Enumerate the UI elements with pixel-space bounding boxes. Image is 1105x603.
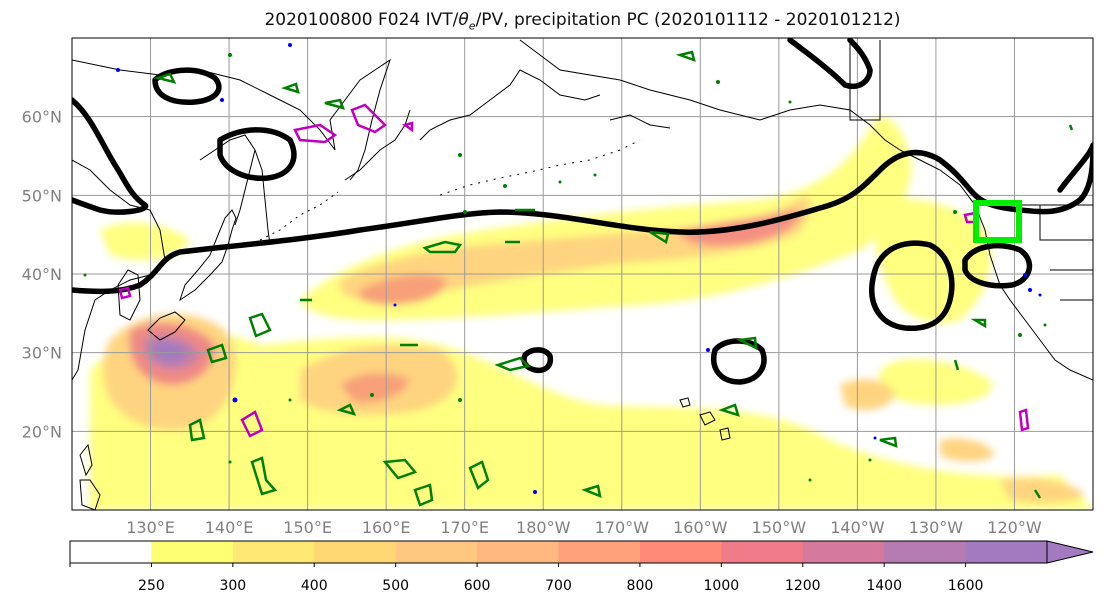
longitude-label: 140°W — [830, 518, 885, 537]
region-highlight-box — [973, 200, 1022, 243]
longitude-label: 120°W — [987, 518, 1042, 537]
longitude-label: 160°W — [673, 518, 728, 537]
title-suffix: /PV, precipitation PC (2020101112 - 2020… — [475, 10, 901, 30]
colorbar-segment — [639, 541, 722, 563]
map-frame — [71, 37, 1094, 511]
longitude-label: 140°E — [205, 518, 254, 537]
colorbar-label: 300 — [219, 578, 246, 594]
theta-e-dots — [83, 53, 1047, 482]
colorbar-label: 1600 — [948, 578, 984, 594]
figure-title: 2020100800 F024 IVT/θe/PV, precipitation… — [0, 10, 1105, 32]
colorbar-segment — [558, 541, 641, 563]
colorbar: 250 300 400 500 600 700 800 1000 1200 1400 1600 — [69, 540, 1094, 594]
colorbar-segment — [884, 541, 967, 563]
colorbar-segment — [802, 541, 885, 563]
longitude-label: 150°E — [283, 518, 332, 537]
theta-e-contours — [153, 50, 1074, 507]
longitude-labels: 130°E 140°E 150°E 160°E 170°E 180°W 170°W 160°W… — [126, 518, 1042, 537]
longitude-label: 130°W — [909, 518, 964, 537]
latitude-labels: 60°N 50°N 40°N 30°N 20°N — [22, 108, 62, 442]
colorbar-label: 1000 — [704, 578, 740, 594]
longitude-label: 130°E — [126, 518, 175, 537]
colorbar-label: 500 — [382, 578, 409, 594]
colorbar-segment — [151, 541, 234, 563]
latitude-label: 50°N — [22, 186, 62, 205]
longitude-label: 160°E — [362, 518, 411, 537]
longitude-label: 150°W — [752, 518, 807, 537]
longitude-label: 170°W — [595, 518, 650, 537]
title-theta: θ — [458, 10, 469, 30]
colorbar-label: 700 — [545, 578, 572, 594]
longitude-label: 170°E — [440, 518, 489, 537]
magenta-contours — [118, 103, 1030, 438]
colorbar-label: 1200 — [785, 578, 821, 594]
latitude-label: 20°N — [22, 422, 62, 441]
colorbar-segment — [232, 541, 315, 563]
title-theta-sub: e — [468, 19, 476, 33]
pv-contours — [72, 38, 1093, 385]
colorbar-label: 400 — [301, 578, 328, 594]
colorbar-label: 1400 — [866, 578, 902, 594]
blue-contours — [116, 43, 1042, 494]
longitude-label: 180°W — [516, 518, 571, 537]
colorbar-segment — [395, 541, 478, 563]
colorbar-label: 800 — [627, 578, 654, 594]
latitude-label: 60°N — [22, 108, 62, 127]
colorbar-label: 600 — [464, 578, 491, 594]
grid-lines — [72, 38, 1093, 510]
colorbar-segment — [314, 541, 397, 563]
latitude-label: 30°N — [22, 344, 62, 363]
colorbar-segment — [721, 541, 804, 563]
colorbar-label: 250 — [138, 578, 165, 594]
colorbar-segment — [965, 541, 1048, 563]
colorbar-segment — [70, 541, 152, 563]
latitude-label: 40°N — [22, 265, 62, 284]
colorbar-segment — [477, 541, 559, 563]
title-prefix: 2020100800 F024 IVT/ — [264, 10, 459, 30]
colorbar-extend-arrow — [1046, 540, 1094, 564]
